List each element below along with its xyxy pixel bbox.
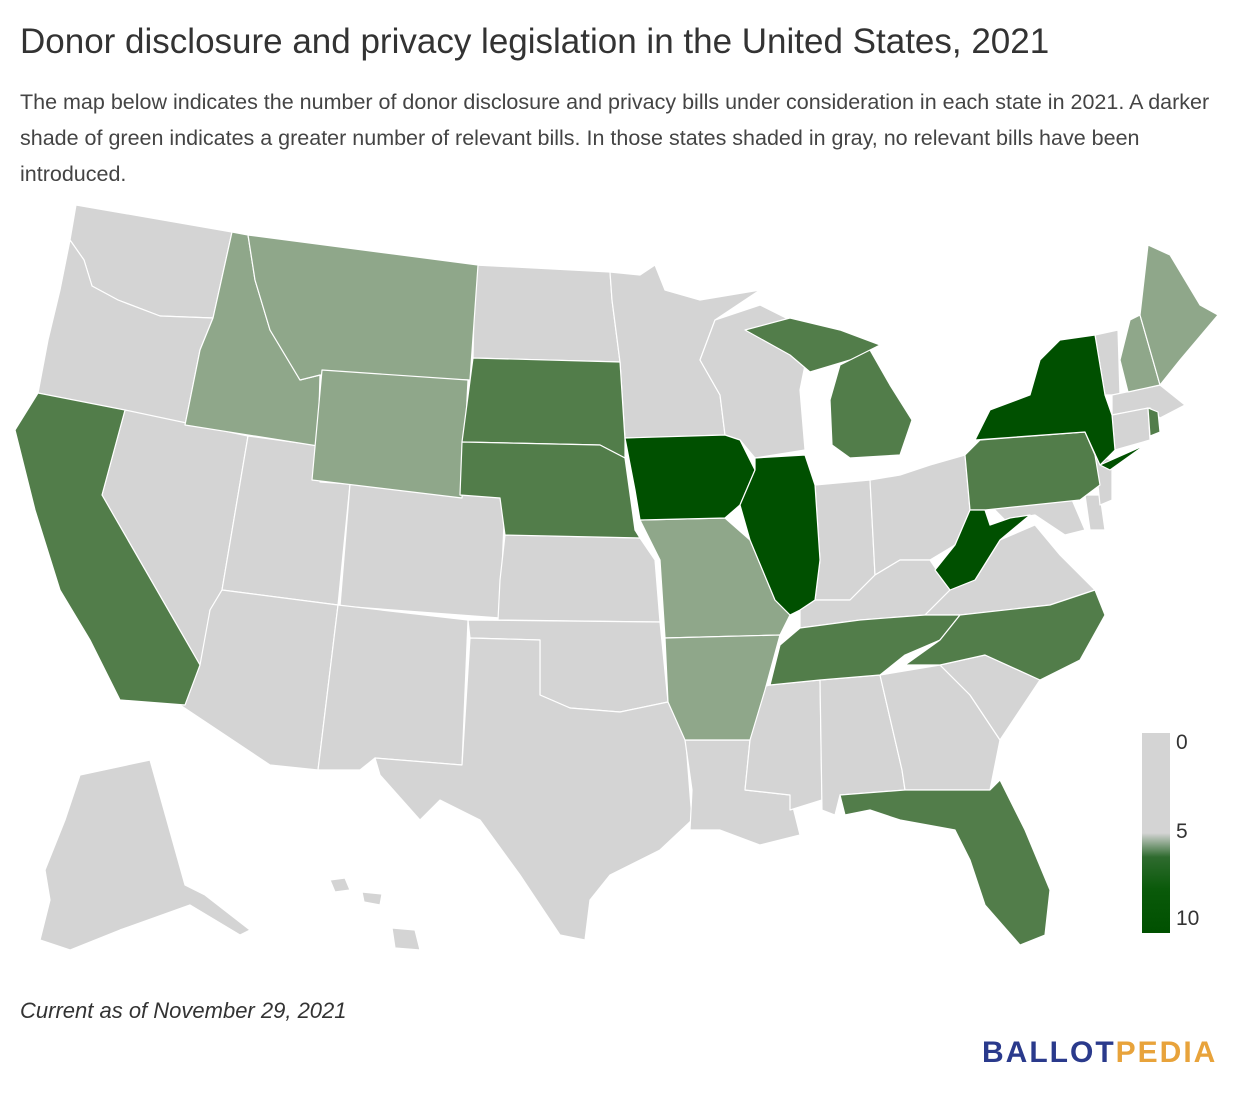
- legend-label-min: 0: [1176, 731, 1188, 754]
- state-ND[interactable]: [472, 264, 621, 363]
- state-RI[interactable]: [1147, 407, 1161, 437]
- legend-color-scale: [1142, 733, 1170, 933]
- ballotpedia-logo[interactable]: BALLOTPEDIA: [982, 1036, 1217, 1070]
- state-AR[interactable]: [664, 634, 781, 741]
- state-FL[interactable]: [839, 779, 1051, 946]
- state-NE[interactable]: [459, 441, 641, 539]
- state-WY[interactable]: [311, 369, 469, 499]
- states-medium: [14, 317, 1161, 946]
- logo-part-ballot: BALLOT: [982, 1036, 1116, 1069]
- state-ME[interactable]: [1139, 244, 1219, 386]
- legend-label-mid: 5: [1176, 820, 1188, 843]
- state-CO[interactable]: [339, 483, 506, 619]
- state-KS[interactable]: [497, 534, 661, 623]
- state-IL[interactable]: [739, 454, 821, 616]
- state-MT[interactable]: [247, 234, 479, 381]
- state-CA[interactable]: [14, 392, 201, 706]
- state-IA[interactable]: [624, 434, 756, 521]
- legend-label-max: 10: [1176, 907, 1200, 930]
- state-TX[interactable]: [374, 637, 693, 941]
- state-CT[interactable]: [1111, 407, 1151, 451]
- logo-part-pedia: PEDIA: [1115, 1036, 1218, 1069]
- state-NH[interactable]: [1119, 314, 1161, 393]
- page-title: Donor disclosure and privacy legislation…: [20, 22, 1050, 61]
- states-no-bills: [37, 204, 1186, 951]
- state-HI[interactable]: [329, 877, 421, 951]
- state-WV[interactable]: [934, 509, 1031, 591]
- states-dark: [624, 334, 1146, 616]
- state-AK[interactable]: [39, 759, 251, 951]
- state-PA[interactable]: [964, 431, 1101, 511]
- state-MI[interactable]: [744, 317, 913, 459]
- state-NM[interactable]: [317, 604, 469, 771]
- state-NY[interactable]: [974, 334, 1146, 471]
- us-map: [14, 204, 1219, 951]
- states-light: [184, 231, 1219, 741]
- footnote-date: Current as of November 29, 2021: [20, 998, 347, 1023]
- state-NC[interactable]: [904, 589, 1106, 681]
- state-IN[interactable]: [814, 479, 876, 601]
- page-subtitle: The map below indicates the number of do…: [20, 90, 1210, 186]
